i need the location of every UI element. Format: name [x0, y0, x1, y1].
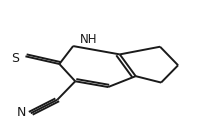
Text: S: S: [11, 52, 19, 65]
Text: N: N: [17, 105, 26, 119]
Text: NH: NH: [80, 33, 97, 46]
